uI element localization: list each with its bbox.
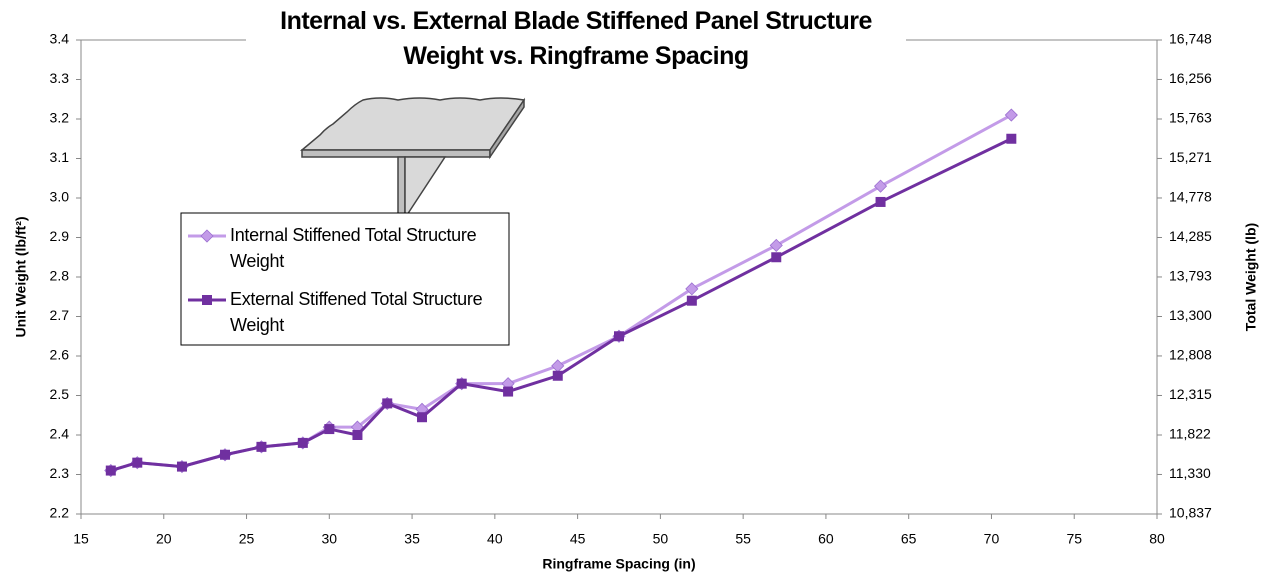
marker-diamond [551, 359, 565, 373]
marker-square [614, 331, 624, 342]
x-tick-label: 70 [984, 531, 1000, 547]
x-tick-label: 40 [487, 531, 503, 547]
marker-square [352, 430, 363, 440]
marker-square [105, 465, 116, 476]
y2-tick-label: 13,300 [1169, 307, 1212, 323]
x-tick-label: 75 [1066, 531, 1082, 547]
chart-title: Internal vs. External Blade Stiffened Pa… [246, 4, 906, 74]
y2-tick-label: 13,793 [1169, 268, 1212, 284]
y2-tick-label: 10,837 [1169, 505, 1212, 521]
y-tick-label: 2.3 [50, 465, 70, 481]
marker-square [382, 398, 393, 409]
marker-square [1006, 133, 1017, 144]
y2-tick-label: 14,285 [1169, 228, 1212, 244]
marker-square [503, 386, 514, 397]
y2-tick-label: 16,256 [1169, 70, 1212, 86]
x-tick-label: 15 [73, 531, 89, 547]
y-tick-label: 2.8 [50, 268, 70, 284]
marker-square [202, 295, 212, 305]
legend-label: Internal Stiffened Total Structure Weigh… [230, 225, 477, 271]
y2-tick-label: 12,315 [1169, 386, 1212, 402]
marker-square [256, 441, 267, 452]
y-tick-label: 3.4 [50, 31, 70, 47]
legend-label: External Stiffened Total Structure Weigh… [230, 289, 483, 335]
marker-square [686, 295, 697, 306]
x-tick-label: 60 [818, 531, 834, 547]
y2-tick-label: 11,822 [1169, 426, 1211, 442]
x-tick-label: 45 [570, 531, 586, 547]
y-tick-label: 2.6 [50, 347, 70, 363]
marker-diamond [873, 179, 888, 193]
marker-square [297, 437, 308, 448]
marker-square [176, 461, 187, 472]
y-tick-label: 3.2 [50, 110, 70, 126]
plate-front [301, 149, 491, 158]
marker-square [771, 252, 782, 263]
series-line [110, 137, 1012, 472]
marker-square [456, 378, 467, 389]
marker-diamond [1004, 108, 1018, 122]
y-tick-label: 3.1 [50, 149, 70, 165]
x-tick-label: 55 [735, 531, 751, 547]
marker-square [324, 424, 335, 435]
y-tick-label: 2.2 [50, 505, 70, 521]
y-tick-label: 2.5 [50, 386, 70, 402]
plate-side [489, 97, 525, 160]
x-tick-label: 30 [322, 531, 338, 547]
y2-tick-label: 12,808 [1169, 347, 1212, 363]
y2-tick-label: 15,763 [1169, 110, 1212, 126]
x-tick-label: 20 [156, 531, 172, 547]
y2-tick-label: 16,748 [1169, 31, 1212, 47]
y2-axis-label: Total Weight (lb) [1243, 223, 1259, 331]
x-axis-label: Ringframe Spacing (in) [542, 556, 695, 572]
x-tick-label: 80 [1149, 531, 1165, 547]
marker-square [220, 449, 231, 460]
marker-diamond [685, 282, 699, 296]
y-tick-label: 3.0 [50, 189, 70, 205]
y2-tick-label: 11,330 [1169, 465, 1211, 481]
marker-square [875, 196, 886, 207]
x-tick-label: 65 [901, 531, 917, 547]
plate-top [299, 97, 526, 151]
x-tick-label: 50 [653, 531, 669, 547]
marker-square [552, 370, 563, 381]
marker-diamond [769, 238, 783, 252]
marker-square [132, 457, 143, 468]
y2-tick-label: 14,778 [1169, 189, 1212, 205]
y-tick-label: 2.7 [50, 307, 70, 323]
marker-square [417, 412, 428, 423]
marker-diamond [200, 229, 214, 243]
y2-tick-label: 15,271 [1169, 149, 1212, 165]
y-tick-label: 2.4 [50, 426, 70, 442]
x-tick-label: 25 [239, 531, 255, 547]
blade-front [397, 156, 406, 219]
y-tick-label: 2.9 [50, 228, 70, 244]
legend-box [180, 212, 510, 346]
y-axis-label: Unit Weight (lb/ft²) [13, 216, 29, 337]
blade-illustration [299, 97, 526, 221]
y-tick-label: 3.3 [50, 70, 70, 86]
x-tick-label: 35 [404, 531, 420, 547]
blade-side [404, 156, 447, 221]
